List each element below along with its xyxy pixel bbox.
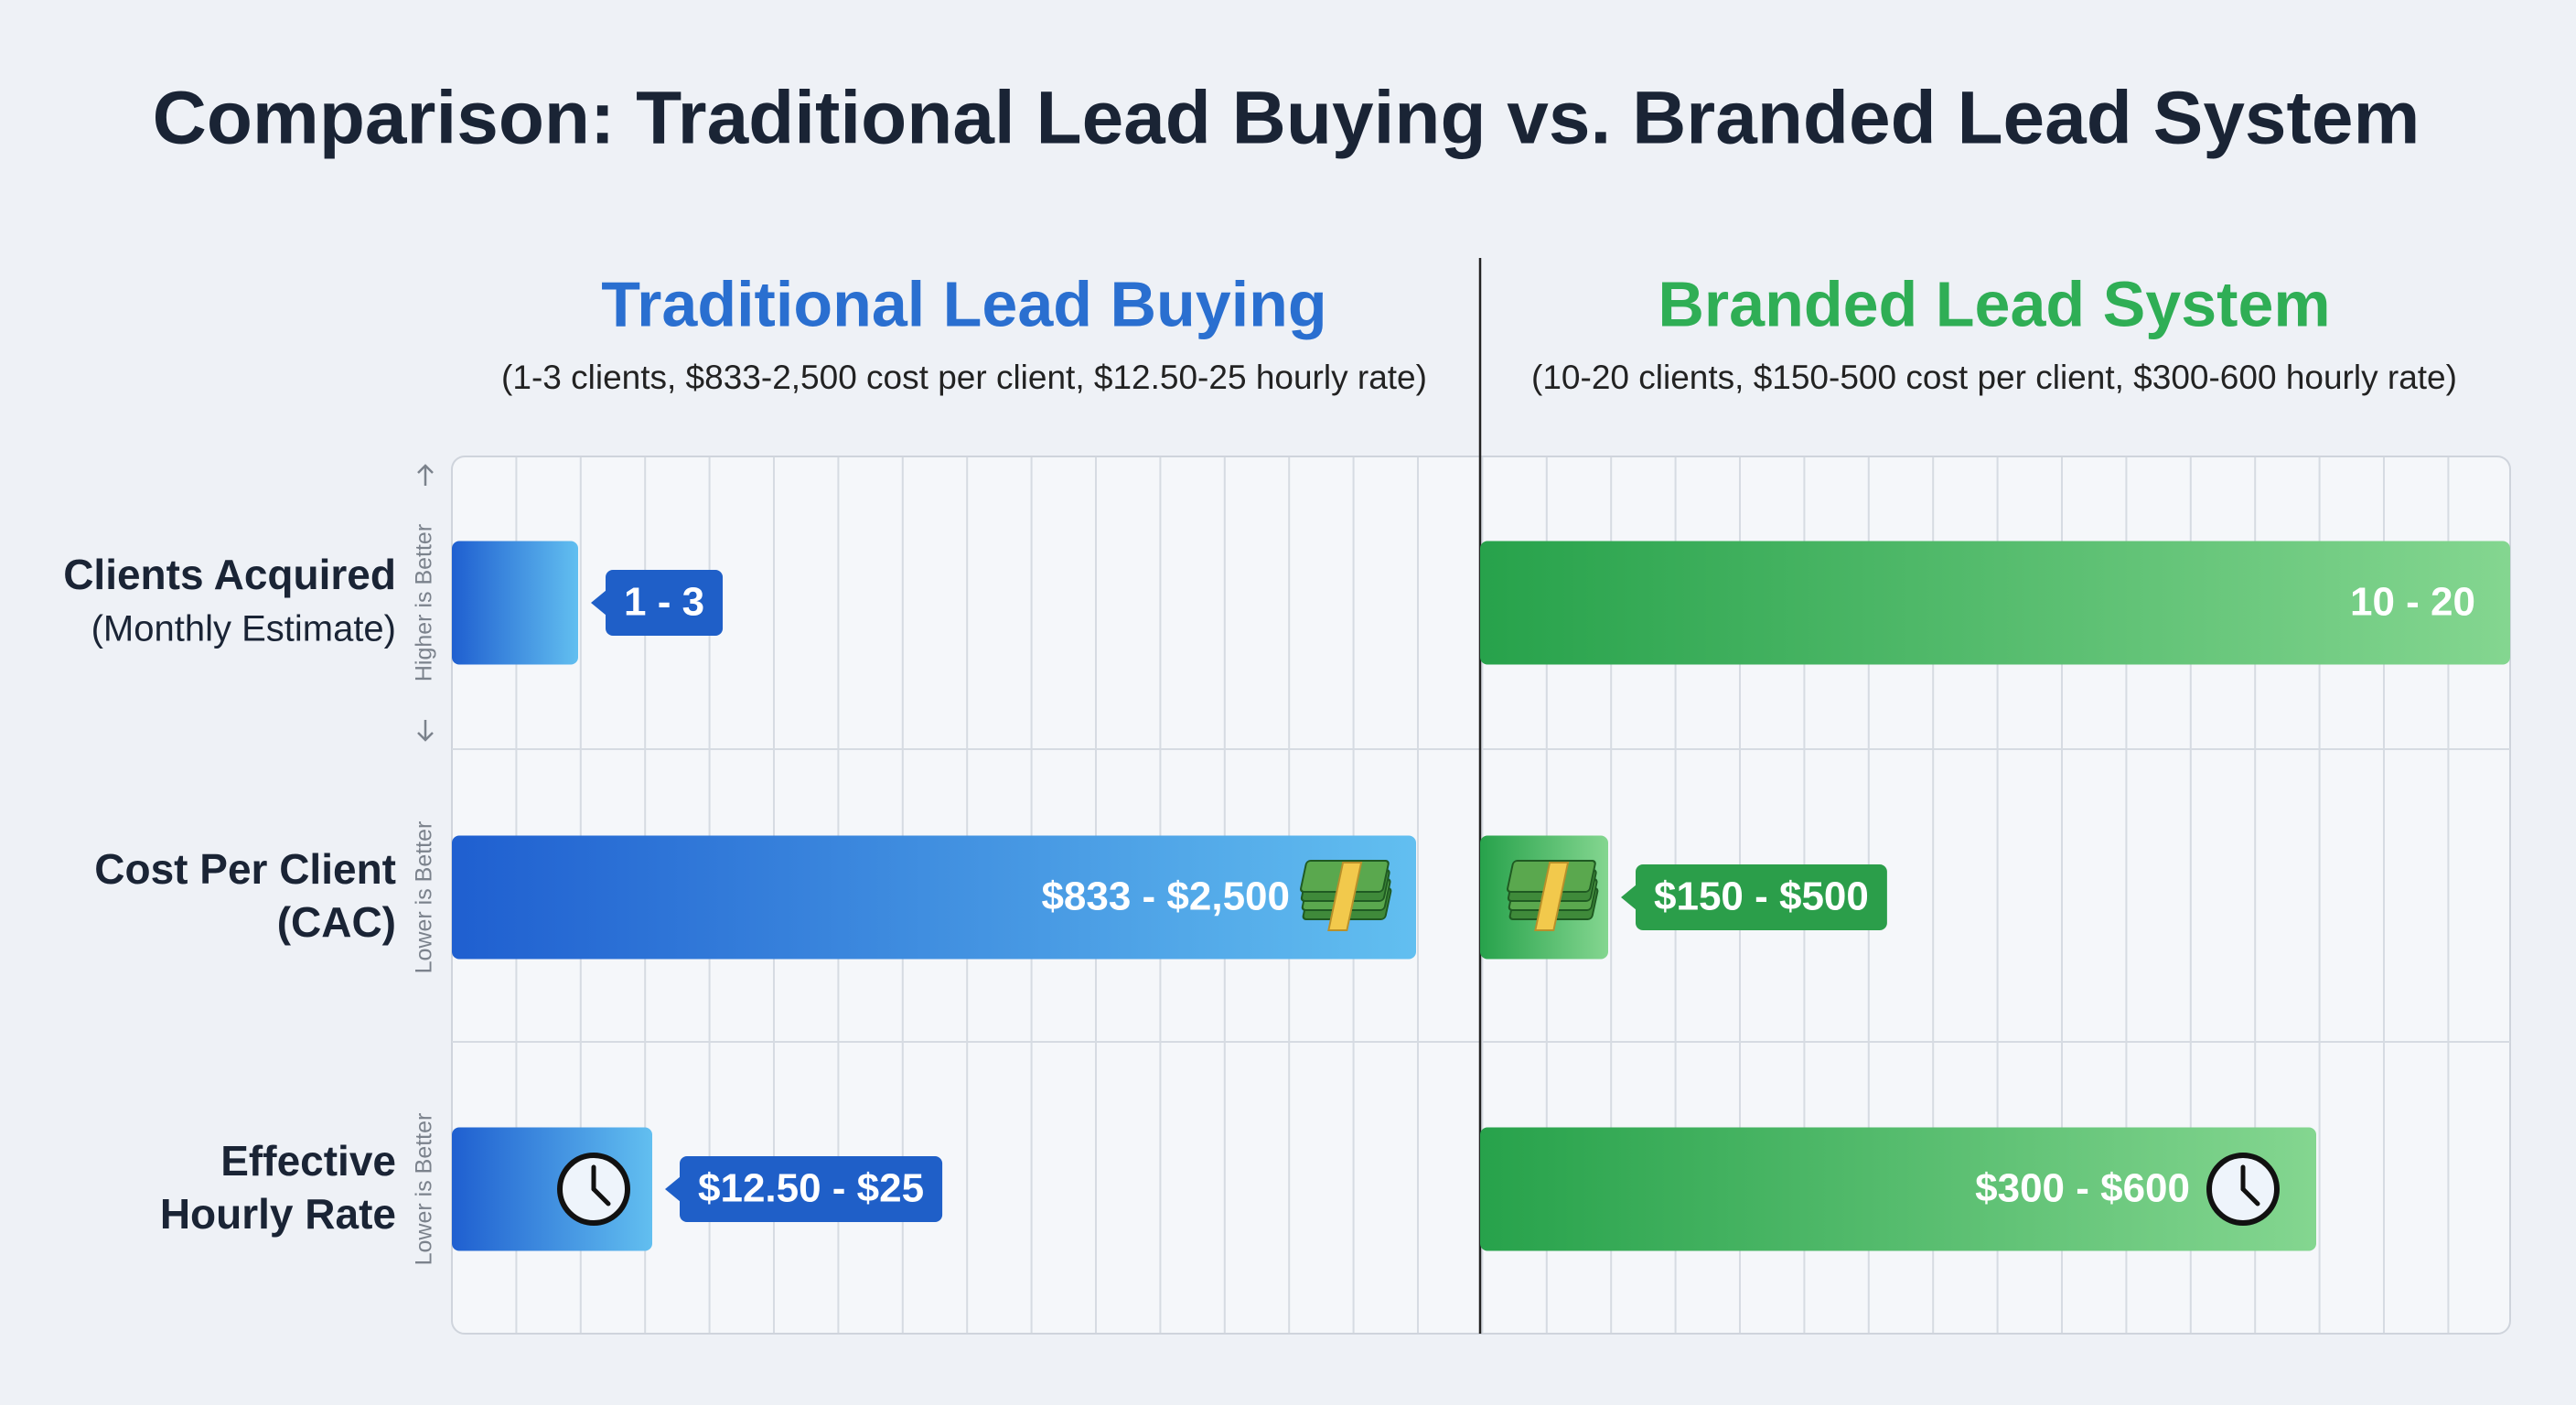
- value-label: 10 - 20: [2350, 580, 2475, 625]
- bar: [1480, 541, 2510, 665]
- clock-hand: [2240, 1186, 2260, 1207]
- callout-box: [680, 1156, 943, 1222]
- row-label: Clients Acquired: [63, 551, 396, 598]
- clock-icon: [2206, 1153, 2280, 1226]
- clock-hand: [591, 1186, 611, 1207]
- row-label: Cost Per Client: [94, 845, 396, 893]
- callout-box: [1636, 864, 1887, 930]
- row-note: Lower is Better: [412, 821, 437, 974]
- clock-icon: [557, 1153, 630, 1226]
- row-note: Higher is Better: [412, 524, 437, 681]
- panel-heading: Traditional Lead Buying: [601, 268, 1326, 339]
- callout-box: [606, 570, 724, 636]
- panel-heading: Branded Lead System: [1658, 268, 2330, 339]
- title: Comparison: Traditional Lead Buying vs. …: [153, 77, 2420, 160]
- band: [1327, 862, 1363, 931]
- bar: [1480, 1127, 2316, 1251]
- value-label: $300 - $600: [1975, 1166, 2190, 1211]
- value-label: $833 - $2,500: [1041, 874, 1290, 919]
- callout-pointer: [665, 1176, 681, 1202]
- callout-pointer: [1621, 885, 1637, 910]
- value-label: $150 - $500: [1654, 874, 1869, 919]
- note-arrow-head: [417, 732, 434, 742]
- money-icon: [1300, 860, 1392, 931]
- row-sublabel: Hourly Rate: [160, 1190, 396, 1238]
- row-label: Effective: [220, 1137, 396, 1185]
- bar: [452, 835, 1416, 960]
- row-sublabel: (CAC): [277, 898, 396, 946]
- row-sublabel: (Monthly Estimate): [91, 609, 396, 649]
- value-label: 1 - 3: [624, 580, 704, 625]
- panel-subheading: (10-20 clients, $150-500 cost per client…: [1531, 359, 2457, 396]
- band: [1534, 862, 1570, 931]
- money-icon: [1507, 860, 1599, 931]
- note-arrow-head: [417, 464, 434, 474]
- row-note: Lower is Better: [412, 1113, 437, 1266]
- callout-pointer: [591, 590, 606, 616]
- panel-subheading: (1-3 clients, $833-2,500 cost per client…: [501, 359, 1427, 396]
- value-label: $12.50 - $25: [698, 1166, 924, 1211]
- bar: [452, 541, 578, 665]
